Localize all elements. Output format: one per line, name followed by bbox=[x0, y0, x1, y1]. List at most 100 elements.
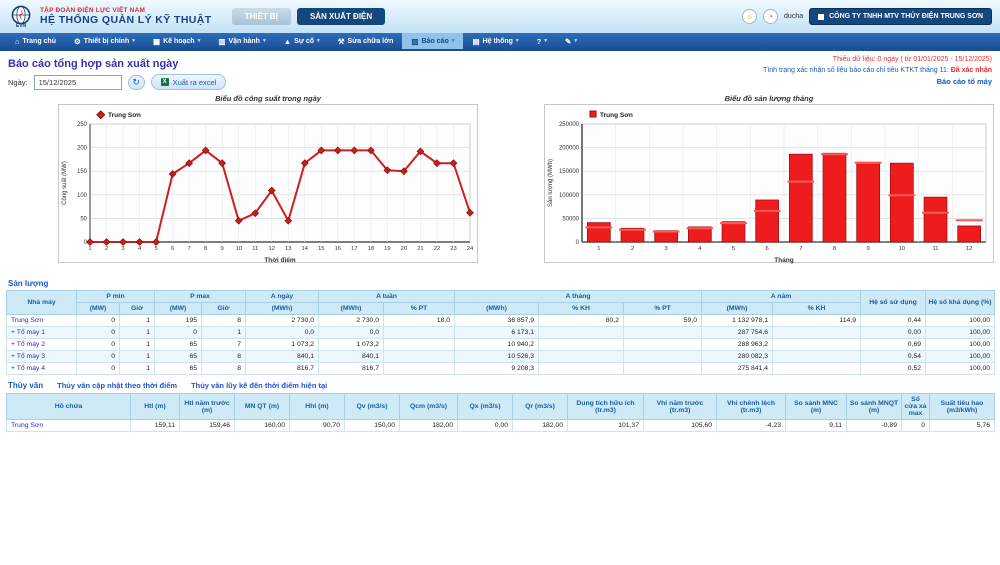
nav-thiet-bi-chinh[interactable]: ⚙ Thiết bị chính ▾ bbox=[73, 36, 135, 46]
hydrology-cumulative-link[interactable]: Thủy văn lũy kế đến thời điểm hiện tại bbox=[191, 381, 328, 390]
col-sub-mwh: (MWh) bbox=[454, 302, 540, 315]
refresh-icon: ↻ bbox=[132, 76, 140, 87]
svg-text:20: 20 bbox=[401, 246, 407, 252]
username: ducha bbox=[784, 13, 804, 20]
svg-text:15: 15 bbox=[318, 246, 324, 252]
col-atuan: A tuần bbox=[318, 290, 456, 303]
svg-text:24: 24 bbox=[467, 246, 474, 252]
nav-help[interactable]: ? ▾ bbox=[528, 33, 556, 49]
chevron-down-icon: ▾ bbox=[197, 38, 201, 44]
date-toolbar: Ngày: ↻ X Xuất ra excel bbox=[8, 74, 994, 90]
hydro-col-header: Số cửa xả max bbox=[901, 393, 930, 420]
nav-trang-chu[interactable]: ⌂ Trang chủ bbox=[15, 36, 56, 46]
table-row: Trung Sơn 0 1 195 8 2 730,0 2 730,0 18,0 36 857,… bbox=[6, 314, 996, 327]
col-hssd: Hệ số sử dụng bbox=[860, 290, 927, 315]
home-icon: ⌂ bbox=[15, 36, 20, 46]
production-section-title: Sản lượng bbox=[8, 279, 49, 288]
svg-text:11: 11 bbox=[932, 246, 938, 252]
nav-bao-cao[interactable]: ▨ Báo cáo ▾ bbox=[402, 33, 464, 49]
org-name: TẬP ĐOÀN ĐIỆN LỰC VIỆT NAM bbox=[40, 6, 146, 14]
cell: 100,00 bbox=[925, 362, 996, 375]
unit-report-link[interactable]: Báo cáo tổ máy bbox=[936, 77, 992, 86]
charts-row: Biểu đồ công suất trong ngày 0 50 100 150 20… bbox=[58, 94, 994, 274]
cell: 1 bbox=[201, 326, 247, 339]
evn-logo-icon bbox=[11, 5, 31, 24]
cell: 182,00 bbox=[399, 419, 458, 432]
cell: 8 bbox=[201, 362, 247, 375]
export-excel-button[interactable]: X Xuất ra excel bbox=[150, 74, 227, 90]
nav-sua-chua-lon[interactable]: ⚒ Sửa chữa lớn bbox=[337, 36, 394, 46]
incident-icon: ▲ bbox=[283, 36, 292, 46]
app-title: HỆ THỐNG QUẢN LÝ KỸ THUẬT bbox=[40, 14, 212, 27]
cell bbox=[383, 362, 456, 375]
nav-edit[interactable]: ✎ ▾ bbox=[556, 33, 586, 49]
plant-link[interactable]: + Tổ máy 4 bbox=[6, 362, 77, 375]
nav-van-hanh[interactable]: ▥ Vận hành ▾ bbox=[218, 36, 266, 46]
cell: 1 bbox=[118, 338, 156, 351]
svg-text:13: 13 bbox=[285, 246, 291, 252]
svg-text:21: 21 bbox=[417, 246, 423, 252]
cell bbox=[772, 350, 862, 363]
cell: 0 bbox=[76, 314, 120, 327]
hydro-col-header: Htl (m) bbox=[130, 393, 180, 420]
missing-data-notice: Thiếu dữ liệu: 0 ngày ( từ 01/01/2025 - … bbox=[832, 56, 992, 63]
hydro-col-header: Qr (m3/s) bbox=[512, 393, 568, 420]
nav-su-co[interactable]: ▲ Sự cố ▾ bbox=[283, 36, 320, 46]
system-icon: ▤ bbox=[472, 36, 480, 46]
cell: 0,0 bbox=[245, 326, 320, 339]
cell: 159,46 bbox=[179, 419, 235, 432]
svg-text:5: 5 bbox=[732, 246, 735, 252]
cell bbox=[383, 326, 456, 339]
company-button[interactable]: CÔNG TY TNHH MTV THỦY ĐIỆN TRUNG SƠN bbox=[809, 8, 992, 25]
confirm-status-line: Tình trạng xác nhận số liệu báo cáo chỉ … bbox=[763, 66, 992, 74]
col-sub-gio: Giờ bbox=[118, 302, 156, 315]
hydro-col-header: Hhl (m) bbox=[289, 393, 345, 420]
shortcut-apps-icon[interactable]: ◔ bbox=[763, 9, 779, 24]
cell: -4,23 bbox=[716, 419, 786, 432]
excel-icon: X bbox=[160, 78, 169, 86]
plant-link[interactable]: + Tổ máy 1 bbox=[6, 326, 77, 339]
cell: 6 173,1 bbox=[454, 326, 540, 339]
equipment-icon: ⚙ bbox=[73, 36, 81, 46]
svg-text:12: 12 bbox=[966, 246, 972, 252]
chevron-down-icon: ▾ bbox=[515, 38, 519, 44]
cell: 0 bbox=[154, 326, 203, 339]
san-xuat-dien-button[interactable]: SẢN XUẤT ĐIỆN bbox=[296, 8, 386, 25]
date-input[interactable] bbox=[33, 74, 122, 90]
plant-link[interactable]: Trung Sơn bbox=[6, 314, 77, 327]
repair-icon: ⚒ bbox=[337, 36, 345, 46]
hydrology-by-time-link[interactable]: Thủy văn cập nhật theo thời điểm bbox=[57, 381, 178, 390]
nav-ke-hoach[interactable]: ▦ Kế hoạch ▾ bbox=[152, 36, 201, 46]
svg-text:11: 11 bbox=[252, 246, 258, 252]
company-name: CÔNG TY TNHH MTV THỦY ĐIỆN TRUNG SƠN bbox=[829, 13, 983, 20]
pencil-icon: ✎ bbox=[565, 36, 572, 46]
svg-text:Trung Sơn: Trung Sơn bbox=[108, 112, 141, 119]
cell: 1 073,2 bbox=[245, 338, 320, 351]
col-angay: A ngày bbox=[245, 290, 320, 303]
evn-logo-text: EVN bbox=[15, 22, 27, 29]
cell: 10 526,3 bbox=[454, 350, 540, 363]
shortcut-sun-icon[interactable]: ☼ bbox=[742, 9, 758, 24]
cell: 195 bbox=[154, 314, 203, 327]
refresh-button[interactable]: ↻ bbox=[127, 74, 145, 90]
monthly-energy-chart: 0 50000 100000 150000 200000 250000 Sản lượng … bbox=[544, 104, 994, 264]
col-pmin: P min bbox=[75, 290, 156, 303]
reservoir-link[interactable]: Trung Sơn bbox=[6, 419, 131, 432]
cell: 0 bbox=[76, 326, 120, 339]
svg-text:23: 23 bbox=[450, 246, 456, 252]
thiet-bi-button[interactable]: THIẾT BỊ bbox=[231, 8, 291, 25]
cell: 280 082,3 bbox=[701, 350, 774, 363]
plant-link[interactable]: + Tổ máy 2 bbox=[6, 338, 77, 351]
nav-he-thong[interactable]: ▤ Hệ thống ▾ bbox=[472, 36, 519, 46]
cell: 159,11 bbox=[130, 419, 180, 432]
hydro-col-header: Qcm (m3/s) bbox=[399, 393, 458, 420]
table-row: + Tổ máy 3 0 1 65 8 840,1 840,1 10 526,3 280 082… bbox=[6, 350, 996, 363]
hydro-col-header: So sánh MNQT (m) bbox=[846, 393, 902, 420]
svg-text:4: 4 bbox=[698, 246, 702, 252]
top-bar: EVN TẬP ĐOÀN ĐIỆN LỰC VIỆT NAM HỆ THỐNG … bbox=[0, 0, 1000, 33]
svg-text:8: 8 bbox=[204, 246, 207, 252]
hydro-col-header: MN QT (m) bbox=[234, 393, 290, 420]
plant-link[interactable]: + Tổ máy 3 bbox=[6, 350, 77, 363]
col-sub-pct-kh: % KH bbox=[538, 302, 625, 315]
col-anam: A năm bbox=[701, 290, 862, 303]
